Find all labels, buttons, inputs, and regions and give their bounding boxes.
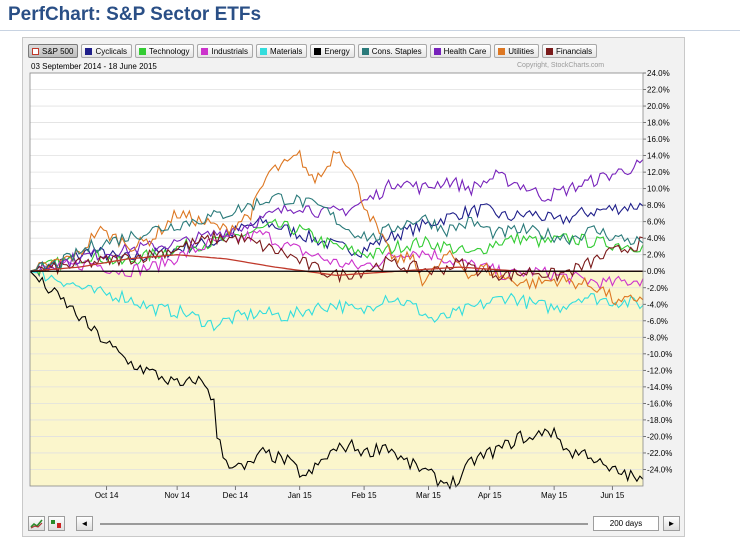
legend-swatch [32,47,39,55]
y-tick-label: -24.0% [647,465,672,474]
legend-label: Cons. Staples [371,46,422,56]
legend-item-financials[interactable]: Financials [542,44,598,58]
x-tick-label: Mar 15 [416,491,441,500]
legend-label: Technology [149,46,190,56]
y-tick-label: -22.0% [647,449,672,458]
series-line-financials [29,229,644,284]
legend-item-health-care[interactable]: Health Care [429,44,492,58]
period-selector[interactable]: 200 days [593,516,659,531]
legend-swatch [314,47,322,55]
legend-label: Financials [556,46,593,56]
legend-swatch [498,47,506,55]
y-tick-label: -10.0% [647,350,672,359]
legend-item-materials[interactable]: Materials [255,44,308,58]
series-line-utilities [29,149,644,306]
y-tick-label: -6.0% [647,317,668,326]
legend-swatch [361,47,369,55]
legend-item-utilities[interactable]: Utilities [494,44,540,58]
x-tick-label: Nov 14 [164,491,190,500]
x-tick-label: Dec 14 [223,491,249,500]
series-line-energy [29,270,644,490]
y-tick-label: 14.0% [647,152,670,161]
legend-item-cons-staples[interactable]: Cons. Staples [357,44,427,58]
line-chart-icon[interactable] [28,516,45,531]
x-tick-label: Jun 15 [600,491,625,500]
line-chart-glyph [30,519,43,529]
y-tick-label: -16.0% [647,399,672,408]
legend-swatch [259,47,267,55]
y-tick-label: 18.0% [647,119,670,128]
legend-label: Utilities [508,46,535,56]
y-tick-label: 20.0% [647,102,670,111]
legend: S&P 500 Cyclicals Technology Industrials Mat… [28,44,598,58]
y-tick-label: 6.0% [647,218,665,227]
y-tick-label: 10.0% [647,185,670,194]
y-tick-label: -20.0% [647,432,672,441]
y-tick-label: 24.0% [647,69,670,78]
y-tick-label: -4.0% [647,300,668,309]
y-tick-label: 16.0% [647,135,670,144]
x-tick-label: Apr 15 [478,491,502,500]
legend-label: Cyclicals [95,46,127,56]
title-divider [0,30,740,31]
legend-swatch [546,47,554,55]
legend-label: S&P 500 [42,46,74,56]
scroll-left-button[interactable]: ◄ [76,516,93,531]
legend-label: Energy [324,46,350,56]
y-tick-label: 8.0% [647,201,665,210]
page-title: PerfChart: S&P Sector ETFs [8,4,262,25]
plot-border [29,72,644,487]
legend-item-technology[interactable]: Technology [135,44,195,58]
copyright: Copyright, StockCharts.com [517,62,605,69]
histogram-glyph [51,520,61,528]
y-tick-label: -12.0% [647,366,672,375]
legend-label: Industrials [211,46,248,56]
y-tick-label: 0.0% [647,267,665,276]
series-line-cons-staples [29,192,644,272]
legend-swatch [85,47,93,55]
y-tick-label: -8.0% [647,333,668,342]
y-tick-label: 12.0% [647,168,670,177]
legend-label: Health Care [443,46,487,56]
series-line-health-care [29,159,644,272]
y-tick-label: -14.0% [647,383,672,392]
scroll-right-button[interactable]: ► [663,516,680,531]
legend-swatch [433,47,441,55]
x-tick-label: May 15 [541,491,568,500]
legend-swatch [201,47,209,55]
y-tick-label: 2.0% [647,251,665,260]
y-tick-label: -2.0% [647,284,668,293]
scroll-track[interactable] [100,523,588,525]
y-tick-label: 22.0% [647,86,670,95]
legend-label: Materials [269,46,303,56]
legend-item-industrials[interactable]: Industrials [197,44,253,58]
legend-item-energy[interactable]: Energy [310,44,355,58]
histogram-icon[interactable] [48,516,65,531]
legend-swatch [139,47,146,55]
y-tick-label: -18.0% [647,416,672,425]
series-line-technology [29,218,644,276]
x-tick-label: Feb 15 [352,491,377,500]
date-range: 03 September 2014 - 18 June 2015 [31,62,157,71]
legend-item-s-p-500[interactable]: S&P 500 [28,44,79,58]
series-line-materials [29,269,644,332]
x-tick-label: Oct 14 [95,491,119,500]
y-tick-label: 4.0% [647,234,665,243]
chart-controls: ◄ 200 days ► [28,516,680,532]
series-line-cyclicals [29,202,644,277]
x-tick-label: Jan 15 [288,491,313,500]
legend-item-cyclicals[interactable]: Cyclicals [81,44,132,58]
